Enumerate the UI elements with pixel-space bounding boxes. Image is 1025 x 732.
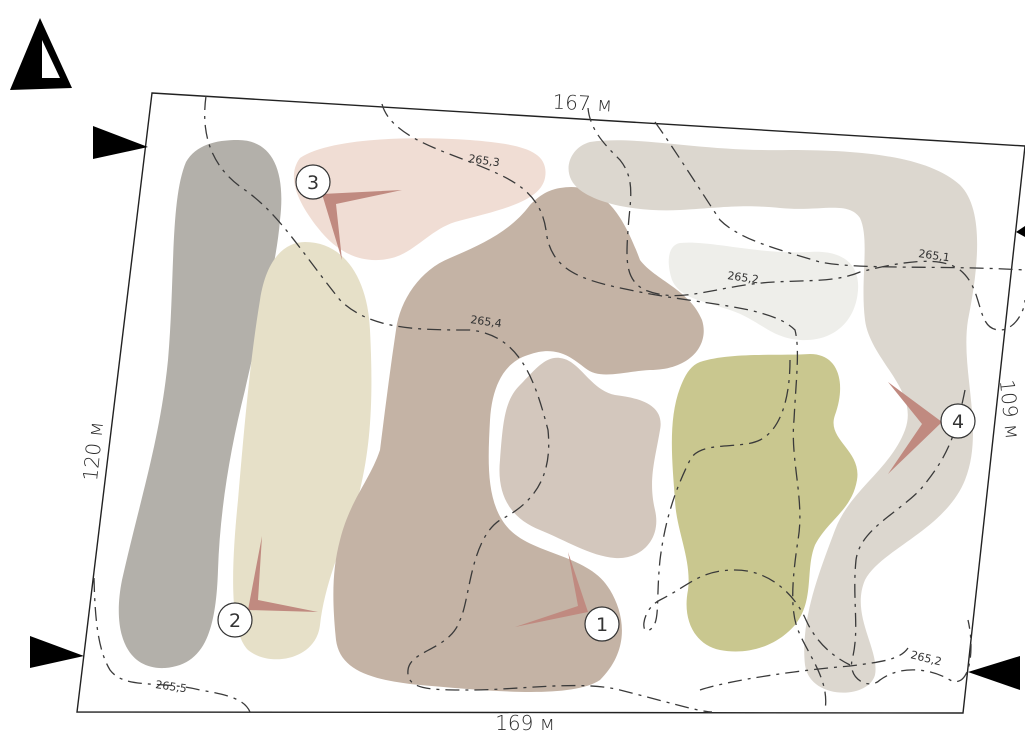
dimension-left: 120 м	[78, 420, 108, 482]
svg-text:4: 4	[952, 411, 964, 433]
zone-light-gray	[568, 140, 978, 693]
boundary-marker-icon	[30, 636, 84, 668]
elevation-label: 265,5	[155, 678, 188, 695]
elevation-label: 265,3	[468, 152, 501, 169]
viewpoint-arrow-2	[248, 536, 318, 612]
viewpoint-arrow-3	[322, 190, 402, 260]
viewpoint-arrow-4	[888, 382, 942, 474]
elevation-label: 265,1	[918, 247, 951, 264]
viewpoint-4: 4	[940, 403, 976, 439]
contour-lines	[93, 95, 1025, 713]
zone-inner	[499, 357, 661, 559]
dimension-right: 109 м	[995, 378, 1025, 440]
dimension-top: 167 м	[552, 89, 613, 116]
svg-text:3: 3	[307, 172, 319, 194]
zone-pale	[668, 242, 859, 341]
zone-olive	[671, 354, 858, 652]
elevation-label: 265,2	[727, 269, 760, 286]
zone-pink	[293, 138, 546, 261]
svg-text:2: 2	[229, 610, 241, 632]
north-arrow-icon	[10, 18, 72, 90]
zone-brown	[333, 186, 704, 692]
svg-text:1: 1	[596, 614, 608, 636]
viewpoint-2: 2	[217, 602, 253, 638]
viewpoint-3: 3	[295, 164, 331, 200]
boundary-marker-icon	[1016, 226, 1025, 237]
zone-dark-gray	[118, 140, 282, 669]
elevation-label: 265,4	[470, 313, 503, 330]
boundary-marker-icon	[968, 656, 1020, 690]
boundary-marker-icon	[93, 126, 148, 159]
dimension-bottom: 169 м	[495, 711, 555, 732]
viewpoint-1: 1	[584, 606, 620, 642]
